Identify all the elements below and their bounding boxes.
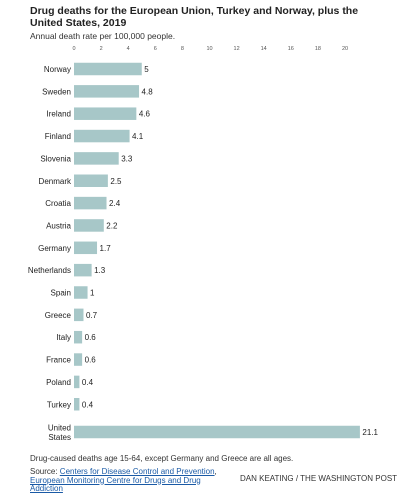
bar	[74, 398, 80, 411]
chart-title: Drug deaths for the European Union, Turk…	[30, 5, 359, 29]
data-label: 1.7	[100, 244, 112, 253]
bar	[74, 152, 119, 165]
category-label: Greece	[45, 311, 72, 320]
data-label: 4.6	[139, 110, 151, 119]
data-label: 2.2	[106, 221, 118, 230]
category-label: Denmark	[39, 177, 72, 186]
chart-note: Drug-caused deaths age 15-64, except Ger…	[30, 454, 294, 463]
category-label: Spain	[51, 289, 71, 298]
data-label: 1	[90, 289, 95, 298]
bar	[74, 62, 142, 76]
category-label: Germany	[38, 244, 71, 253]
category-label: Finland	[45, 132, 71, 141]
source-text: Source: Centers for Disease Control and …	[30, 467, 225, 494]
x-tick-label: 18	[315, 46, 321, 52]
credit-byline: DAN KEATING / THE WASHINGTON POST	[240, 474, 398, 483]
data-label: 4.1	[132, 132, 144, 141]
x-tick-label: 6	[154, 46, 157, 52]
x-tick-label: 8	[181, 46, 184, 52]
category-label: Netherlands	[28, 266, 71, 275]
data-label: 4.8	[142, 87, 154, 96]
data-label: 2.4	[109, 199, 121, 208]
bar	[74, 330, 83, 344]
x-tick-label: 12	[234, 46, 240, 52]
x-tick-label: 10	[206, 46, 212, 52]
source-separator: ,	[214, 467, 217, 476]
bar-chart: 0 2 4 6 8 10 12 14 16 18 20 5 Norway 4.8 Sweden 4.6 Ire…	[28, 46, 379, 442]
x-tick-label: 14	[261, 46, 267, 52]
x-tick-label: 16	[288, 46, 294, 52]
x-tick-label: 4	[127, 46, 130, 52]
bar	[74, 85, 140, 98]
bar	[74, 353, 83, 366]
bar	[74, 263, 92, 277]
data-label: 21.1	[362, 428, 378, 437]
x-tick-label: 20	[342, 46, 348, 52]
bar	[74, 375, 80, 389]
data-label: 0.7	[86, 311, 98, 320]
category-label: Poland	[46, 378, 71, 387]
bar	[74, 219, 104, 232]
source-link-emcdda[interactable]: European Monitoring Centre for Drugs and…	[30, 475, 201, 493]
data-label: 3.3	[121, 154, 133, 163]
bar	[74, 196, 107, 210]
source-link-cdc[interactable]: Centers for Disease Control and Preventi…	[59, 467, 215, 476]
category-label: Croatia	[45, 199, 71, 208]
category-label: Ireland	[47, 110, 71, 119]
data-label: 0.4	[82, 378, 94, 387]
bar	[74, 286, 88, 299]
source-label: Source:	[30, 467, 60, 476]
category-label: Austria	[46, 221, 71, 230]
data-label: 0.6	[85, 356, 97, 365]
bars	[74, 62, 360, 439]
data-label: 5	[144, 65, 149, 74]
bar	[74, 174, 108, 187]
labels: 5 Norway 4.8 Sweden 4.6 Ireland 4.1 Finland 3.3 S…	[28, 65, 379, 442]
x-tick-label: 0	[72, 46, 75, 52]
bar	[74, 107, 137, 120]
category-label: United States	[48, 424, 71, 443]
x-axis-ticks: 0 2 4 6 8 10 12 14 16 18 20	[72, 46, 348, 52]
category-label: Slovenia	[40, 154, 71, 163]
x-tick-label: 2	[100, 46, 103, 52]
chart-subtitle: Annual death rate per 100,000 people.	[30, 31, 176, 41]
category-label: France	[46, 356, 71, 365]
bar	[74, 425, 360, 439]
category-label: Norway	[44, 65, 71, 74]
data-label: 1.3	[94, 266, 106, 275]
data-label: 0.4	[82, 400, 94, 409]
bar	[74, 241, 98, 255]
category-label: Sweden	[42, 87, 71, 96]
category-label: Italy	[56, 333, 71, 342]
data-label: 0.6	[85, 333, 97, 342]
data-label: 2.5	[110, 177, 122, 186]
bar	[74, 129, 130, 143]
bar	[74, 308, 84, 322]
category-label: Turkey	[47, 400, 71, 409]
